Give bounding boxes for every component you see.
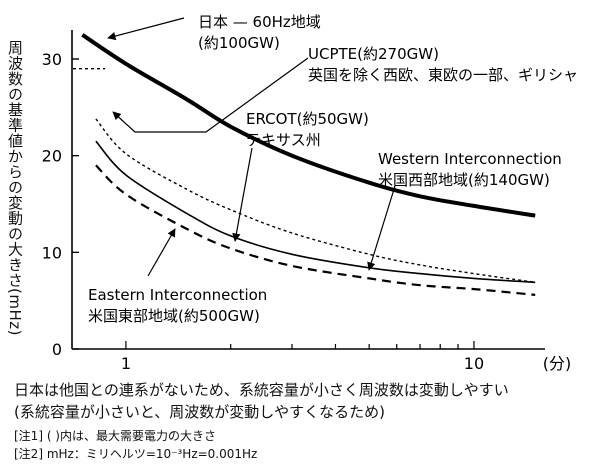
x-tick-label: 1 xyxy=(121,354,131,373)
series-label-5-line-1: Eastern Interconnection xyxy=(88,286,267,304)
series-label-5-line-2: 米国東部地域(約500GW) xyxy=(88,307,260,325)
series-label-4-line-1: Western Interconnection xyxy=(378,150,562,168)
leader-arrow-5 xyxy=(147,228,176,277)
series-label-2-line-1: UCPTE(約270GW) xyxy=(308,45,439,63)
y-axis-label: 周波数の基準値からの変動の大きさ(mHz) xyxy=(4,40,26,336)
series-line-5 xyxy=(95,164,536,296)
note-main-line-1: 日本は他国との連系がないため、系統容量が小さく周波数は変動しやすい xyxy=(14,381,509,399)
x-tick-label: 10 xyxy=(464,354,484,373)
leader-arrow-2 xyxy=(112,57,309,133)
series-line-1 xyxy=(81,33,536,218)
leader-arrow-1 xyxy=(107,17,185,41)
series-label-3-line-1: ERCOT(約50GW) xyxy=(246,110,369,128)
x-axis-unit: (分) xyxy=(543,354,572,373)
series-label-1-line-1: 日本 — 60Hz地域 xyxy=(198,13,321,31)
y-axis-unit: (mHz) xyxy=(6,288,24,336)
note-main-line-2: (系統容量が小さいと、周波数が変動しやすくなるため) xyxy=(14,403,385,421)
leader-arrow-3 xyxy=(232,147,253,242)
series-label-2-line-2: 英国を除く西欧、東欧の一部、ギリシャ xyxy=(308,66,578,84)
y-tick-label: 10 xyxy=(42,243,62,262)
series-line-2 xyxy=(95,118,536,283)
axes: 0 10 20 30 1 10 (分) xyxy=(42,30,572,373)
footnote-2: [注2] mHz：ミリヘルツ=10⁻³Hz=0.001Hz xyxy=(14,447,258,461)
series-line-3 xyxy=(95,140,536,284)
series-label-1-line-2: (約100GW) xyxy=(198,34,280,52)
y-tick-label: 20 xyxy=(42,147,62,166)
leader-arrow-4 xyxy=(367,185,396,271)
series-label-3-line-2: テキサス州 xyxy=(246,131,321,149)
series-labels: 日本 — 60Hz地域 (約100GW) UCPTE(約270GW) 英国を除く西欧、… xyxy=(88,13,578,325)
footnote-1: [注1] ( )内は、最大需要電力の大きさ xyxy=(14,429,216,443)
series-lines xyxy=(73,33,536,296)
y-axis-title: 周波数の基準値からの変動の大きさ xyxy=(6,40,24,288)
y-tick-label: 0 xyxy=(52,340,62,359)
series-label-4-line-2: 米国西部地域(約140GW) xyxy=(378,171,550,189)
y-tick-label: 30 xyxy=(42,50,62,69)
